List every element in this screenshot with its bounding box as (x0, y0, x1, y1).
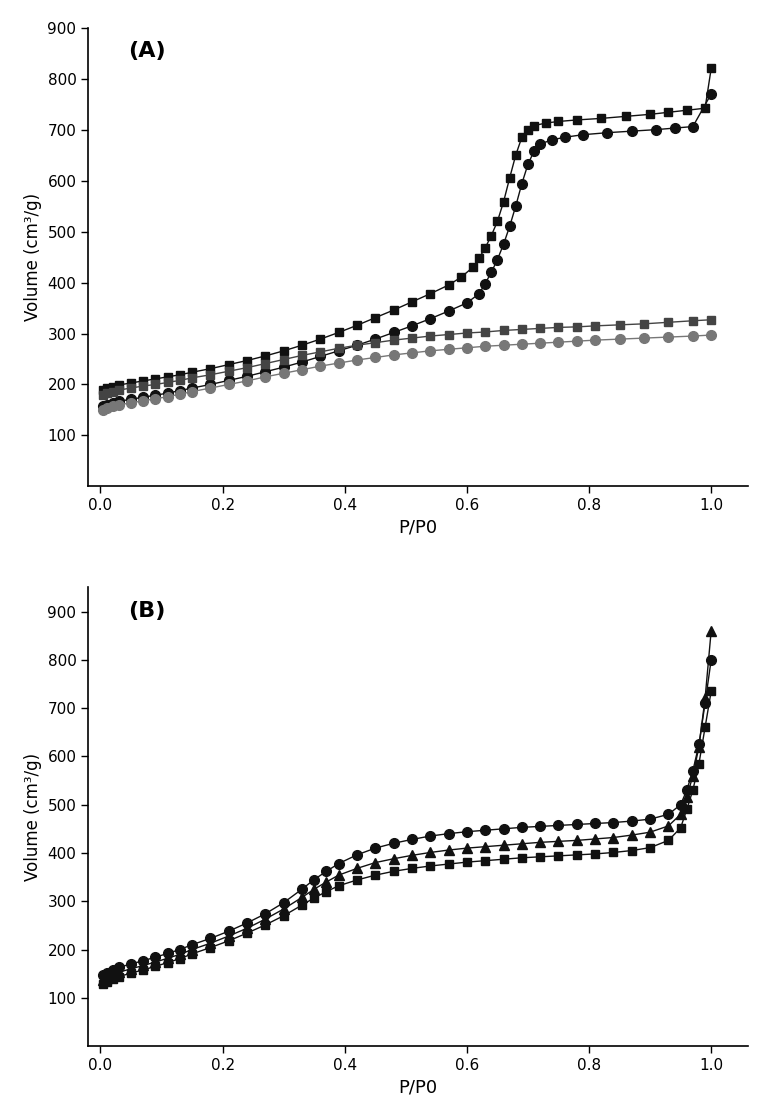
Text: (B): (B) (128, 601, 165, 621)
X-axis label: P/P0: P/P0 (398, 1078, 438, 1096)
Y-axis label: Volume (cm³/g): Volume (cm³/g) (24, 753, 42, 881)
Y-axis label: Volume (cm³/g): Volume (cm³/g) (24, 193, 42, 321)
X-axis label: P/P0: P/P0 (398, 519, 438, 537)
Text: (A): (A) (128, 41, 166, 61)
